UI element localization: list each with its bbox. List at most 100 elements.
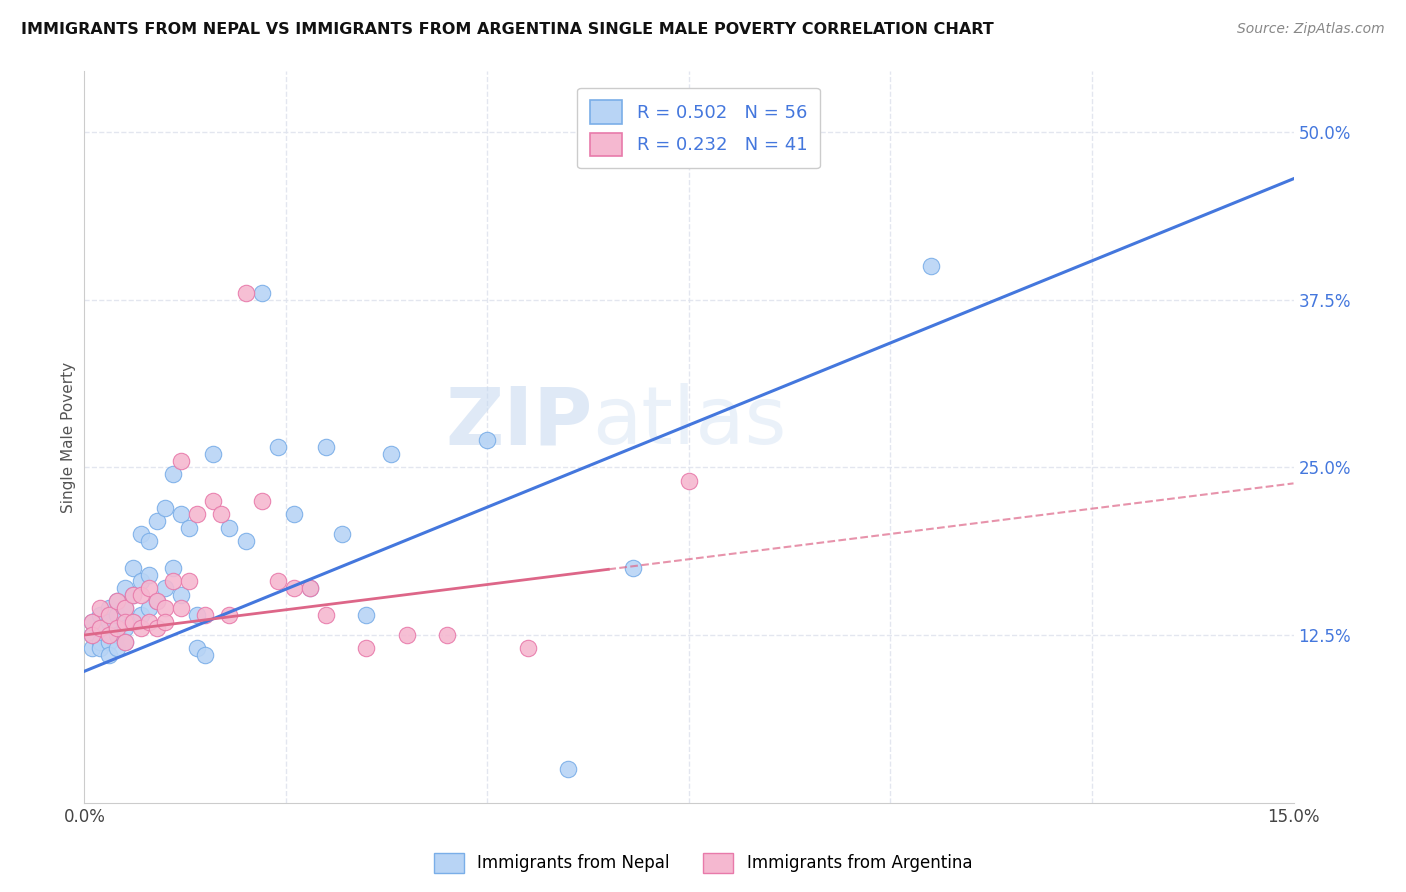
Point [186,641,208,656]
Point [105,594,128,608]
Point [105,621,128,635]
Point [121,615,143,629]
Point [179,521,201,535]
Point [153,601,176,615]
Point [129,607,152,622]
Point [82,628,104,642]
Point [105,641,128,656]
Point [678,474,700,488]
Point [121,588,143,602]
Point [267,574,290,589]
Point [121,561,143,575]
Point [114,581,136,595]
Point [146,621,169,635]
Point [114,634,136,648]
Point [153,615,176,629]
Text: IMMIGRANTS FROM NEPAL VS IMMIGRANTS FROM ARGENTINA SINGLE MALE POVERTY CORRELATI: IMMIGRANTS FROM NEPAL VS IMMIGRANTS FROM… [21,22,994,37]
Point [121,588,143,602]
Point [129,574,152,589]
Point [162,467,184,481]
Point [129,588,152,602]
Point [121,615,143,629]
Point [218,607,240,622]
Point [138,615,160,629]
Point [194,648,217,662]
Point [356,607,378,622]
Point [162,561,184,575]
Point [299,581,322,595]
Point [105,607,128,622]
Point [202,493,225,508]
Point [209,508,232,522]
Point [105,628,128,642]
Point [114,601,136,615]
Point [114,615,136,629]
Point [138,567,160,582]
Point [250,285,273,300]
Point [97,648,120,662]
Point [89,641,111,656]
Point [380,447,402,461]
Y-axis label: Single Male Poverty: Single Male Poverty [60,361,76,513]
Point [621,561,644,575]
Point [194,607,217,622]
Point [89,607,111,622]
Point [283,508,305,522]
Point [97,601,120,615]
Point [97,634,120,648]
Point [138,601,160,615]
Point [82,615,104,629]
Point [114,634,136,648]
Point [82,615,104,629]
Legend: Immigrants from Nepal, Immigrants from Argentina: Immigrants from Nepal, Immigrants from A… [427,847,979,880]
Text: Source: ZipAtlas.com: Source: ZipAtlas.com [1237,22,1385,37]
Point [920,259,942,273]
Point [162,574,184,589]
Point [299,581,322,595]
Point [235,534,257,549]
Point [114,621,136,635]
Point [218,521,240,535]
Point [395,628,418,642]
Point [315,607,337,622]
Point [138,534,160,549]
Point [97,628,120,642]
Point [114,601,136,615]
Point [799,125,821,139]
Point [516,641,538,656]
Point [153,581,176,595]
Point [235,285,257,300]
Point [250,493,273,508]
Point [186,607,208,622]
Point [202,447,225,461]
Point [97,615,120,629]
Point [170,508,193,522]
Point [557,762,579,776]
Point [82,641,104,656]
Point [436,628,458,642]
Point [477,434,499,448]
Legend: R = 0.502   N = 56, R = 0.232   N = 41: R = 0.502 N = 56, R = 0.232 N = 41 [576,87,820,169]
Point [97,607,120,622]
Point [129,621,152,635]
Point [170,588,193,602]
Point [82,628,104,642]
Point [138,581,160,595]
Point [129,527,152,541]
Point [146,594,169,608]
Point [89,601,111,615]
Point [186,508,208,522]
Point [89,634,111,648]
Point [179,574,201,589]
Point [146,594,169,608]
Point [89,621,111,635]
Point [89,621,111,635]
Point [170,601,193,615]
Point [356,641,378,656]
Point [315,440,337,454]
Point [170,453,193,467]
Text: ZIP: ZIP [444,384,592,461]
Point [105,594,128,608]
Point [330,527,353,541]
Point [267,440,290,454]
